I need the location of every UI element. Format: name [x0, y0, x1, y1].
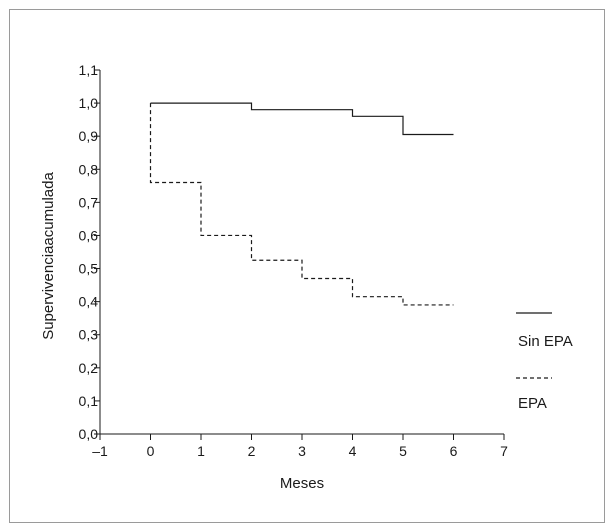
x-tick-label: 4 [349, 443, 357, 459]
x-tick-label: 6 [450, 443, 458, 459]
x-tick-label: –1 [92, 443, 108, 459]
legend: Sin EPA EPA [516, 312, 573, 412]
legend-label: Sin EPA [518, 333, 573, 350]
y-tick-label: 0,6 [79, 227, 99, 243]
y-tick-label: 0,3 [79, 327, 99, 343]
series-line-epa [149, 103, 454, 306]
y-tick-label: 0,8 [79, 161, 99, 177]
x-tick-label: 2 [248, 443, 256, 459]
chart-frame [9, 9, 605, 523]
y-tick-label: 0,0 [79, 426, 99, 442]
series-layer [149, 102, 454, 306]
x-tick-label: 7 [500, 443, 508, 459]
x-tick-label: 3 [298, 443, 306, 459]
y-ticks: 0,0 0,1 0,2 0,3 0,4 0,5 0,6 0,7 0,8 0,9 1,0 1,1 [79, 62, 100, 442]
y-axis-title: Supervivenciaacumulada [40, 172, 57, 340]
y-tick-label: 1,1 [79, 62, 99, 78]
y-tick-label: 0,4 [79, 294, 99, 310]
x-tick-label: 1 [197, 443, 205, 459]
y-tick-label: 0,1 [79, 393, 99, 409]
legend-label: EPA [518, 395, 547, 412]
x-axis-title: Meses [280, 475, 324, 492]
x-tick-label: 5 [399, 443, 407, 459]
series-line-sin-epa [150, 102, 454, 136]
y-tick-label: 0,7 [79, 194, 99, 210]
x-ticks: –1 0 1 2 3 4 5 6 7 [92, 434, 508, 459]
x-tick-label: 0 [147, 443, 155, 459]
y-tick-label: 0,2 [79, 360, 99, 376]
y-tick-label: 0,9 [79, 128, 99, 144]
y-tick-label: 1,0 [79, 95, 99, 111]
y-tick-label: 0,5 [79, 261, 99, 277]
